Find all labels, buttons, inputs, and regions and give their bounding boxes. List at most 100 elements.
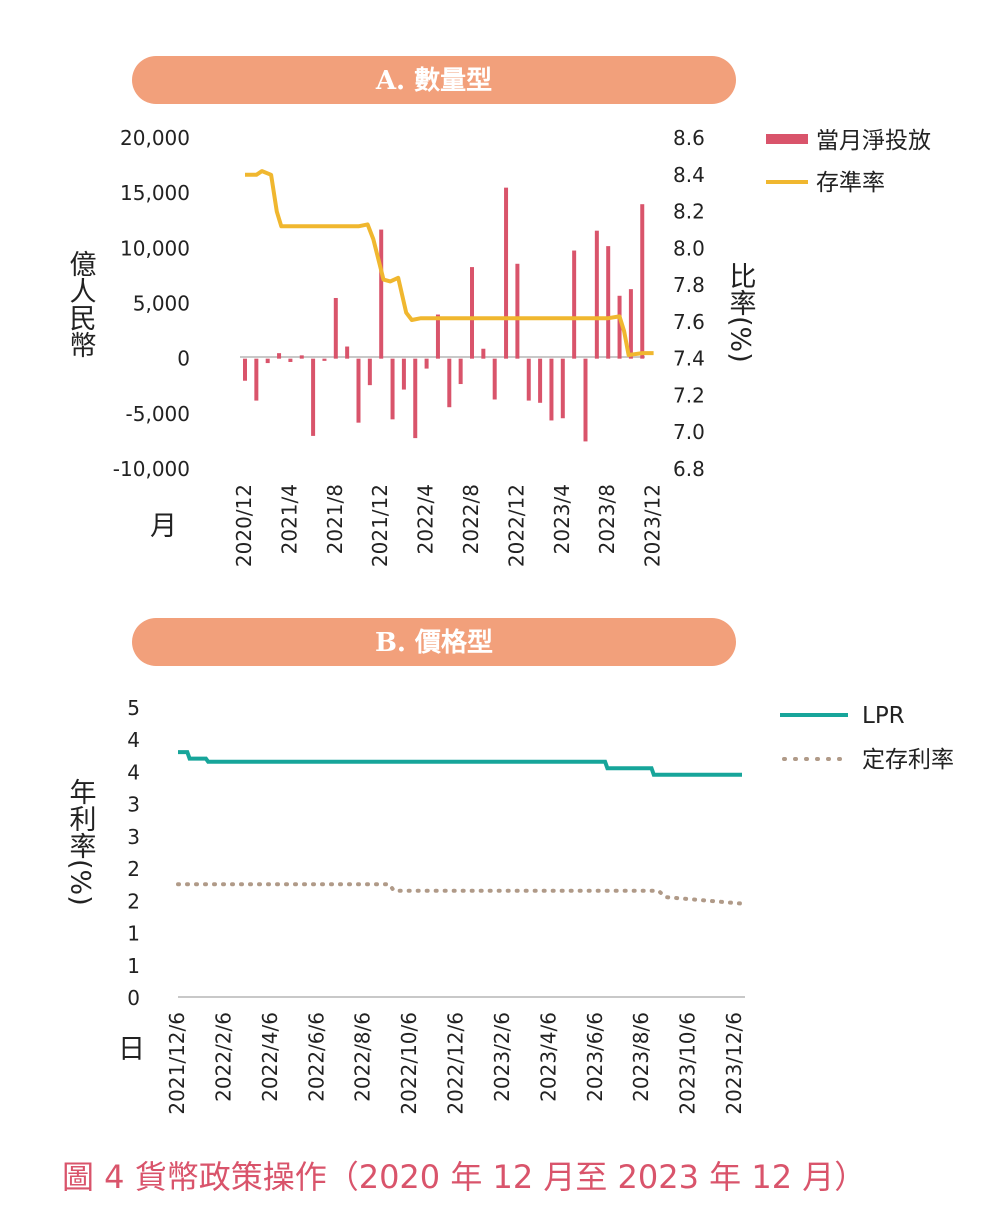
y-right-tick-label: 6.8 <box>673 457 705 481</box>
bar <box>345 346 350 359</box>
x-tick-label: 2023/2/6 <box>490 1012 514 1102</box>
x-tick-label: 2021/4 <box>277 484 301 554</box>
bar <box>265 358 270 364</box>
legend-label-rrr: 存準率 <box>816 170 885 196</box>
legend-label-lpr: LPR <box>862 703 905 729</box>
bar <box>492 358 497 400</box>
x-tick-label: 2023/4/6 <box>536 1012 560 1102</box>
series-line-lpr <box>178 750 742 777</box>
y-tick-label: 4 <box>127 760 140 784</box>
y-tick-label: 1 <box>127 954 140 978</box>
x-tick-label: 2022/8/6 <box>351 1012 375 1102</box>
panel-b-x-label: 日 <box>118 1034 145 1065</box>
x-tick-label: 2022/6/6 <box>304 1012 328 1102</box>
series-line-rrr <box>245 169 654 357</box>
y-right-tick-label: 8.2 <box>673 200 705 224</box>
x-tick-label: 2023/12/6 <box>722 1012 746 1115</box>
panel-b-title: B. 價格型 <box>375 627 493 658</box>
panel-a-banner <box>132 56 736 104</box>
panel-a: A. 數量型 20,000 15,000 10,000 5,000 0 -5,000 -10… <box>65 56 931 567</box>
panel-b-y-ticks: 5 4 4 3 3 2 2 1 1 0 <box>127 696 140 1010</box>
panel-b-banner <box>132 618 736 666</box>
panel-a-right-ticks: 8.6 8.4 8.2 8.0 7.8 7.6 7.4 7.2 7.0 6.8 <box>673 126 705 481</box>
bar <box>322 358 327 361</box>
y-tick-label: 3 <box>127 793 140 817</box>
y-right-tick-label: 7.4 <box>673 347 705 371</box>
x-tick-label: 2021/12/6 <box>165 1012 189 1115</box>
y-left-tick-label: -5,000 <box>126 402 190 426</box>
x-tick-label: 2023/10/6 <box>676 1012 700 1115</box>
y-tick-label: 4 <box>127 728 140 752</box>
x-tick-label: 2022/12/6 <box>444 1012 468 1115</box>
panel-a-y-right-label: 比率(%) <box>725 262 756 363</box>
x-tick-label: 2023/6/6 <box>583 1012 607 1102</box>
y-right-tick-label: 7.0 <box>673 420 705 444</box>
bar <box>288 358 293 362</box>
y-left-tick-label: 15,000 <box>120 181 190 205</box>
y-left-tick-label: 20,000 <box>120 126 190 150</box>
y-left-tick-label: 5,000 <box>133 292 190 316</box>
bar <box>435 314 440 359</box>
x-tick-label: 2023/4 <box>550 484 574 554</box>
x-tick-label: 2022/10/6 <box>397 1012 421 1115</box>
y-right-tick-label: 8.4 <box>673 163 705 187</box>
y-tick-label: 2 <box>127 889 140 913</box>
bar <box>390 358 395 420</box>
x-tick-label: 2023/8/6 <box>629 1012 653 1102</box>
legend-label-deposit-rate: 定存利率 <box>862 747 954 773</box>
legend-swatch-bar <box>766 134 808 144</box>
series-line-deposit-rate <box>176 882 744 906</box>
bar <box>356 358 361 423</box>
y-right-tick-label: 7.6 <box>673 310 705 334</box>
panel-a-x-ticks: 2020/12 2021/4 2021/8 2021/12 2022/4 2022/8 20… <box>232 484 665 567</box>
panel-a-x-label: 月 <box>150 511 177 542</box>
y-tick-label: 5 <box>127 696 140 720</box>
y-right-tick-label: 7.8 <box>673 273 705 297</box>
bar <box>447 358 452 408</box>
y-right-tick-label: 7.2 <box>673 383 705 407</box>
x-tick-label: 2021/12 <box>368 484 392 567</box>
x-tick-label: 2022/8 <box>459 484 483 554</box>
x-tick-label: 2022/4/6 <box>258 1012 282 1102</box>
bar <box>458 358 463 385</box>
x-tick-label: 2022/4 <box>414 484 438 554</box>
bar <box>243 358 247 381</box>
x-tick-label: 2021/8 <box>323 484 347 554</box>
y-left-tick-label: -10,000 <box>113 457 190 481</box>
bar <box>572 250 577 359</box>
panel-a-bars <box>243 187 645 442</box>
y-tick-label: 0 <box>127 986 140 1010</box>
figure-caption: 圖 4 貨幣政策操作（2020 年 12 月至 2023 年 12 月） <box>62 1158 866 1196</box>
panel-b: B. 價格型 5 4 4 3 3 2 2 1 1 0 2021/12/6 2022/2/6 2022/… <box>65 618 954 1115</box>
x-tick-label: 2023/8 <box>595 484 619 554</box>
bar <box>401 358 406 390</box>
bar <box>277 353 282 359</box>
bar <box>606 246 611 359</box>
bar <box>594 230 599 359</box>
x-tick-label: 2023/12 <box>641 484 665 567</box>
bar <box>526 358 531 401</box>
bar <box>504 187 509 359</box>
bar <box>640 204 645 359</box>
panel-a-legend: 當月淨投放 存準率 <box>766 128 931 196</box>
panel-a-y-left-label: 億人民幣 <box>65 250 97 358</box>
bar <box>583 358 588 442</box>
bar <box>470 267 474 359</box>
panel-b-legend: LPR 定存利率 <box>780 703 954 773</box>
bar <box>367 358 372 386</box>
x-tick-label: 2022/2/6 <box>211 1012 235 1102</box>
y-right-tick-label: 8.6 <box>673 126 705 150</box>
bar <box>538 358 543 403</box>
bar <box>379 229 384 359</box>
y-tick-label: 2 <box>127 857 140 881</box>
y-right-tick-label: 8.0 <box>673 236 705 260</box>
panel-a-title: A. 數量型 <box>375 66 492 96</box>
x-tick-label: 2020/12 <box>232 484 256 567</box>
legend-label-net-injection: 當月淨投放 <box>816 128 931 154</box>
bar <box>413 358 418 439</box>
bar <box>628 289 633 359</box>
x-tick-label: 2022/12 <box>504 484 528 567</box>
bar <box>254 358 259 401</box>
bar <box>424 358 429 369</box>
bar <box>311 358 316 436</box>
